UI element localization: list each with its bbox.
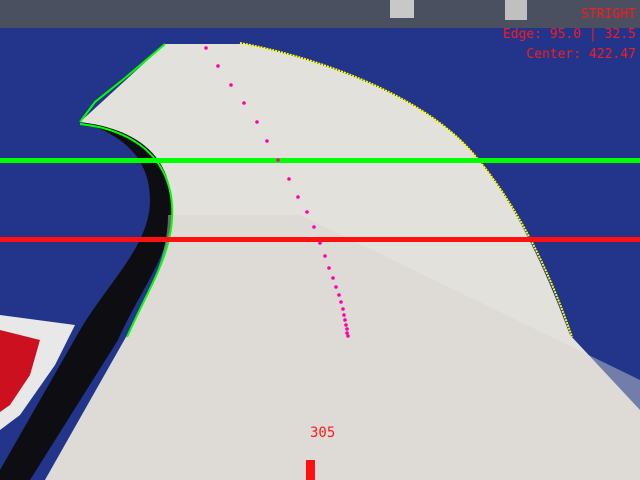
center-path-dot: [216, 64, 220, 68]
center-path-dot: [296, 195, 300, 199]
corner-object: [0, 330, 40, 412]
steering-marker: [306, 460, 315, 480]
center-path: [204, 46, 350, 338]
center-path-dot: [318, 241, 322, 245]
steering-value: 305: [310, 425, 336, 441]
drive-mode-label: STRIGHT: [581, 7, 636, 22]
center-path-dot: [312, 225, 316, 229]
center-path-dot: [342, 313, 346, 317]
right-edge-curve: [239, 42, 573, 338]
track-surface: [45, 44, 640, 480]
center-path-dot: [341, 307, 345, 311]
center-path-dot: [229, 83, 233, 87]
back-wall: [0, 0, 640, 28]
upper-scanline: [0, 158, 640, 163]
center-path-dot: [334, 285, 338, 289]
center-path-dot: [265, 139, 269, 143]
lower-scanline: [0, 237, 640, 242]
wall-object-left: [390, 0, 414, 18]
center-path-dot: [242, 101, 246, 105]
left-edge-line: [79, 43, 166, 123]
center-path-dot: [344, 323, 348, 327]
center-path-dot: [343, 318, 347, 322]
center-path-dot: [345, 331, 349, 335]
center-path-dot: [331, 276, 335, 280]
wall-object-right: [505, 0, 527, 20]
center-path-dot: [323, 254, 327, 258]
center-path-dot: [346, 334, 350, 338]
center-path-dot: [337, 293, 341, 297]
edge-readout: Edge: 95.0 | 32.5: [502, 27, 636, 42]
center-readout: Center: 422.47: [526, 47, 636, 62]
center-path-dot: [276, 158, 280, 162]
center-path-dot: [204, 46, 208, 50]
center-path-dot: [339, 300, 343, 304]
center-path-dot: [305, 210, 309, 214]
left-edge-curve: [79, 123, 174, 338]
track-shading: [45, 215, 640, 480]
center-path-dot: [345, 327, 349, 331]
center-path-dot: [255, 120, 259, 124]
center-path-dot: [327, 266, 331, 270]
center-path-dot: [287, 177, 291, 181]
